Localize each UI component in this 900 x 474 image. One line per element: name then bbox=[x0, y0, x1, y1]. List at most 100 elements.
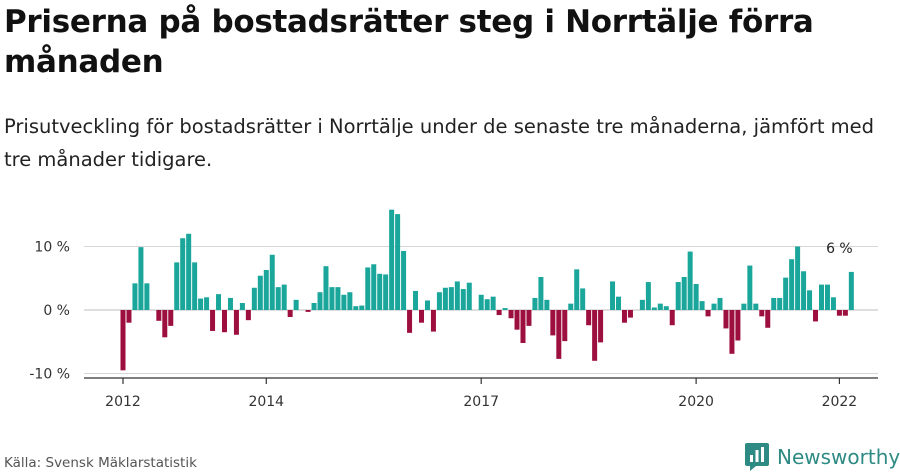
x-tick-label: 2014 bbox=[248, 394, 284, 410]
bar bbox=[729, 310, 735, 354]
bar bbox=[759, 310, 765, 317]
bar bbox=[341, 294, 347, 310]
bar bbox=[538, 276, 544, 310]
bar bbox=[269, 254, 275, 310]
bar bbox=[616, 296, 622, 310]
bar bbox=[233, 310, 239, 335]
bar bbox=[186, 233, 192, 310]
bar bbox=[639, 299, 645, 310]
x-tick-label: 2017 bbox=[463, 394, 499, 410]
bar bbox=[669, 310, 675, 326]
bar bbox=[245, 310, 251, 321]
bar bbox=[365, 267, 371, 310]
bar bbox=[598, 310, 604, 343]
bar bbox=[544, 299, 550, 310]
bar bbox=[771, 297, 777, 310]
bar bbox=[693, 283, 699, 310]
chart-subtitle: Prisutveckling för bostadsrätter i Norrt… bbox=[4, 115, 875, 171]
y-tick-label: 10 % bbox=[34, 240, 70, 256]
bar bbox=[550, 310, 556, 336]
bar bbox=[192, 262, 198, 311]
bar bbox=[651, 307, 657, 310]
bar bbox=[532, 297, 538, 310]
y-tick-label: 0 % bbox=[43, 303, 70, 319]
bar bbox=[407, 310, 413, 333]
bar bbox=[508, 310, 514, 319]
bar bbox=[359, 305, 365, 310]
bar bbox=[162, 310, 168, 338]
bar bbox=[627, 310, 633, 318]
last-value-label: 6 % bbox=[826, 241, 853, 257]
bar bbox=[657, 303, 663, 310]
x-tick-label: 2020 bbox=[678, 394, 714, 410]
bar bbox=[305, 310, 311, 312]
bar bbox=[329, 287, 335, 310]
bar bbox=[568, 303, 574, 310]
axes bbox=[84, 377, 878, 384]
bar bbox=[347, 292, 353, 310]
bar bbox=[526, 310, 532, 326]
source-note: Källa: Svensk Mäklarstatistik bbox=[4, 455, 197, 471]
bar-series bbox=[120, 209, 854, 371]
bar bbox=[377, 273, 383, 310]
bar bbox=[227, 297, 233, 310]
bar bbox=[687, 251, 693, 310]
bar bbox=[436, 292, 442, 310]
bar bbox=[574, 269, 580, 310]
bar bbox=[520, 310, 526, 344]
bar bbox=[484, 299, 490, 310]
bar bbox=[144, 283, 150, 310]
chart-title: Priserna på bostadsrätter steg i Norrtäl… bbox=[4, 4, 814, 80]
bar bbox=[174, 262, 180, 311]
brand-logo-block[interactable]: Newsworthy bbox=[744, 440, 900, 474]
bar bbox=[723, 310, 729, 329]
bar bbox=[210, 310, 216, 331]
bar bbox=[836, 310, 842, 316]
bar bbox=[413, 290, 419, 310]
bar bbox=[311, 303, 317, 310]
bar bbox=[789, 259, 795, 310]
bar bbox=[198, 298, 204, 310]
bar bbox=[287, 310, 293, 317]
bar bbox=[424, 300, 430, 310]
bar bbox=[156, 310, 162, 321]
bar bbox=[711, 303, 717, 310]
bar bbox=[514, 310, 520, 330]
bar bbox=[448, 287, 454, 310]
bar bbox=[675, 282, 681, 310]
bar bbox=[466, 282, 472, 310]
bar bbox=[251, 287, 257, 310]
bar bbox=[132, 283, 138, 310]
bar bbox=[592, 310, 598, 361]
bar bbox=[765, 310, 771, 328]
bar bbox=[317, 292, 323, 310]
bar bbox=[221, 310, 227, 333]
bar bbox=[353, 306, 359, 310]
bar bbox=[735, 310, 741, 341]
bar bbox=[120, 310, 126, 371]
bar bbox=[753, 303, 759, 310]
bar bbox=[610, 281, 616, 310]
bar bbox=[496, 310, 502, 316]
bar bbox=[699, 301, 705, 310]
bar bbox=[580, 288, 586, 310]
bar bbox=[502, 308, 508, 310]
bar bbox=[795, 246, 801, 310]
bar bbox=[168, 310, 174, 326]
bar bbox=[419, 310, 424, 323]
bar bbox=[138, 247, 144, 310]
bar bbox=[818, 284, 824, 310]
bar bbox=[257, 275, 263, 310]
bar bbox=[281, 284, 287, 310]
bar bbox=[454, 281, 460, 310]
bar bbox=[556, 310, 562, 359]
bar bbox=[460, 289, 466, 310]
bar bbox=[681, 276, 687, 310]
bar bbox=[717, 297, 723, 310]
bar bbox=[807, 290, 813, 310]
bar bbox=[126, 310, 132, 323]
bar bbox=[401, 250, 407, 310]
bar bbox=[180, 238, 186, 310]
bar bbox=[478, 294, 484, 310]
